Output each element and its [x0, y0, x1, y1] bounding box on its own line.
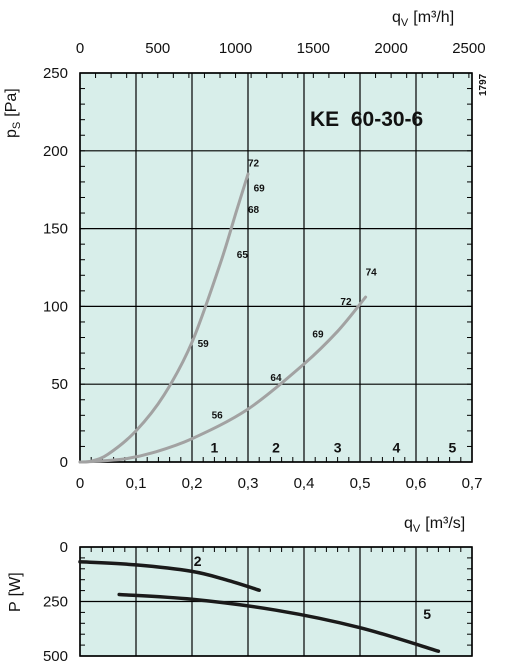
- top-axis-tick-label: 2000: [374, 40, 407, 57]
- point-label: 69: [254, 183, 266, 194]
- point-label: 56: [212, 410, 224, 421]
- top-axis-label-sub: V: [401, 17, 409, 29]
- main-y-axis-label: pS [Pa]: [3, 88, 23, 138]
- main-x-tick-label: 0,2: [182, 475, 203, 492]
- main-x-tick-label: 0,6: [406, 475, 427, 492]
- point-label: 65: [237, 250, 249, 261]
- main-y-tick-label: 200: [43, 143, 68, 160]
- point-label: 59: [198, 339, 210, 350]
- main-y-tick-label: 0: [60, 454, 68, 471]
- top-axis-tick-label: 0: [76, 40, 84, 57]
- main-x-tick-label: 0,5: [350, 475, 371, 492]
- zone-label: 3: [334, 440, 342, 456]
- zone-label: 1: [211, 440, 219, 456]
- top-axis-label: qV [m³/h]: [392, 9, 454, 29]
- main-y-tick-labels: 0 50 100 150 200 250: [43, 65, 68, 471]
- top-axis-label-q: q: [392, 9, 401, 26]
- main-plot-frame: [79, 72, 473, 463]
- top-axis-tick-label: 500: [145, 40, 170, 57]
- power-series-label: 2: [194, 553, 202, 569]
- top-axis-tick-label: 1000: [219, 40, 252, 57]
- main-x-tick-label: 0,3: [238, 475, 259, 492]
- power-y-tick-labels: 0 250 500: [43, 539, 68, 664]
- power-series-label: 5: [423, 606, 431, 622]
- main-x-tick-label: 0,7: [462, 475, 483, 492]
- zone-label: 4: [393, 440, 401, 456]
- power-x-axis-label: qV [m³/s]: [404, 515, 465, 535]
- top-axis-tick-label: 2500: [452, 40, 485, 57]
- main-plot-background: [80, 73, 472, 462]
- point-label: 72: [340, 297, 352, 308]
- power-x-axis-label-q: q: [404, 515, 413, 532]
- main-y-tick-label: 50: [51, 376, 68, 393]
- main-series-layer: [78, 172, 368, 464]
- main-y-axis-label-p: p: [3, 129, 20, 138]
- power-series-curve-2: [78, 560, 261, 592]
- main-y-axis-label-unit: [Pa]: [3, 88, 20, 116]
- power-y-axis-label: P [W]: [7, 572, 24, 612]
- main-y-axis-label-sub: S: [11, 122, 23, 129]
- power-series-curve-5: [117, 592, 441, 653]
- point-label: 64: [270, 373, 282, 384]
- main-x-tick-label: 0,1: [126, 475, 147, 492]
- main-x-tick-label: 0,4: [294, 475, 315, 492]
- main-minor-ticks: [79, 72, 473, 463]
- power-y-axis-label-unit: [W]: [7, 572, 24, 596]
- power-x-axis-label-unit: [m³/s]: [425, 515, 465, 532]
- main-zone-labels: 1 2 3 4 5: [211, 440, 457, 456]
- main-point-labels: 72 69 68 65 59 56 64 69 72 74: [198, 158, 378, 421]
- zone-label: 2: [272, 440, 280, 456]
- main-x-tick-labels: 0 0,1 0,2 0,3 0,4 0,5 0,6 0,7: [76, 475, 483, 492]
- chart-code: 1797: [478, 73, 489, 96]
- main-x-tick-label: 0: [76, 475, 84, 492]
- point-label: 68: [248, 205, 260, 216]
- power-plot-frame: [79, 546, 473, 657]
- main-y-tick-label: 250: [43, 65, 68, 82]
- main-y-tick-label: 100: [43, 298, 68, 315]
- point-label: 72: [248, 158, 260, 169]
- power-y-tick-label: 250: [43, 594, 68, 611]
- main-series-curve-2: [78, 295, 368, 464]
- main-y-tick-label: 150: [43, 221, 68, 238]
- power-series-layer: [78, 560, 441, 653]
- top-axis-tick-label: 1500: [297, 40, 330, 57]
- main-top-tick-labels: 0 500 1000 1500 2000 2500: [76, 40, 486, 57]
- zone-label: 5: [449, 440, 457, 456]
- power-y-axis-label-p: P: [7, 601, 24, 612]
- power-series-labels: 25: [194, 553, 432, 622]
- top-axis-label-unit: [m³/h]: [413, 9, 454, 26]
- power-y-tick-label: 500: [43, 648, 68, 664]
- power-x-axis-label-sub: V: [413, 523, 421, 535]
- point-label: 69: [312, 330, 324, 341]
- power-y-tick-label: 0: [60, 539, 68, 556]
- chart-title: KE 60-30-6: [310, 108, 423, 131]
- point-label: 74: [366, 267, 378, 278]
